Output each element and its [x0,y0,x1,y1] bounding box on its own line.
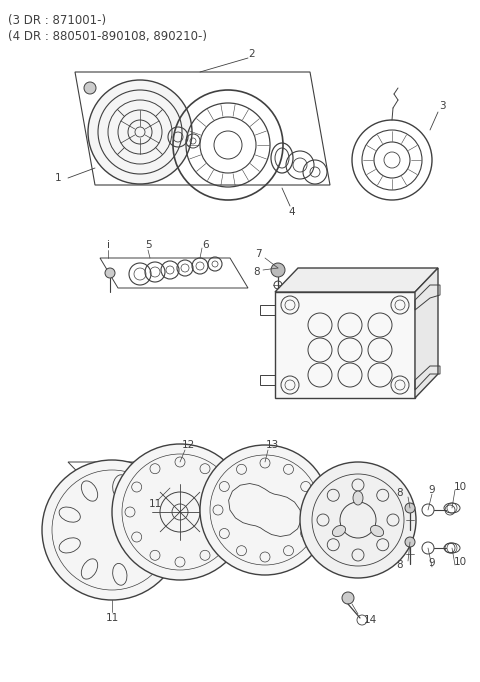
Circle shape [105,268,115,278]
Text: 9: 9 [429,558,435,568]
Polygon shape [415,268,438,398]
Text: 9: 9 [429,485,435,495]
Ellipse shape [353,491,363,505]
Text: 8: 8 [396,488,403,498]
Ellipse shape [371,525,384,537]
Text: 2: 2 [249,49,255,59]
Circle shape [271,263,285,277]
Text: 11: 11 [148,499,162,509]
Text: 1: 1 [55,173,61,183]
Circle shape [84,82,96,94]
Text: i: i [107,240,109,250]
Text: 12: 12 [181,440,194,450]
Text: 5: 5 [144,240,151,250]
Text: 13: 13 [265,440,278,450]
Text: 6: 6 [203,240,209,250]
Text: 8: 8 [396,560,403,570]
Polygon shape [275,268,438,292]
Text: (3 DR : 871001-): (3 DR : 871001-) [8,14,106,27]
Text: 10: 10 [454,557,467,567]
Circle shape [342,592,354,604]
Polygon shape [275,292,415,398]
Circle shape [300,462,416,578]
Ellipse shape [332,525,346,537]
Text: 3: 3 [439,101,445,111]
Circle shape [112,444,248,580]
Circle shape [405,537,415,547]
Text: 14: 14 [363,615,377,625]
Text: (4 DR : 880501-890108, 890210-): (4 DR : 880501-890108, 890210-) [8,30,207,43]
Text: 8: 8 [254,267,260,277]
Text: 11: 11 [106,613,119,623]
Text: 7: 7 [255,249,261,259]
Circle shape [88,80,192,184]
Circle shape [405,503,415,513]
Circle shape [200,445,330,575]
Text: 4: 4 [288,207,295,217]
Text: 10: 10 [454,482,467,492]
Circle shape [42,460,182,600]
